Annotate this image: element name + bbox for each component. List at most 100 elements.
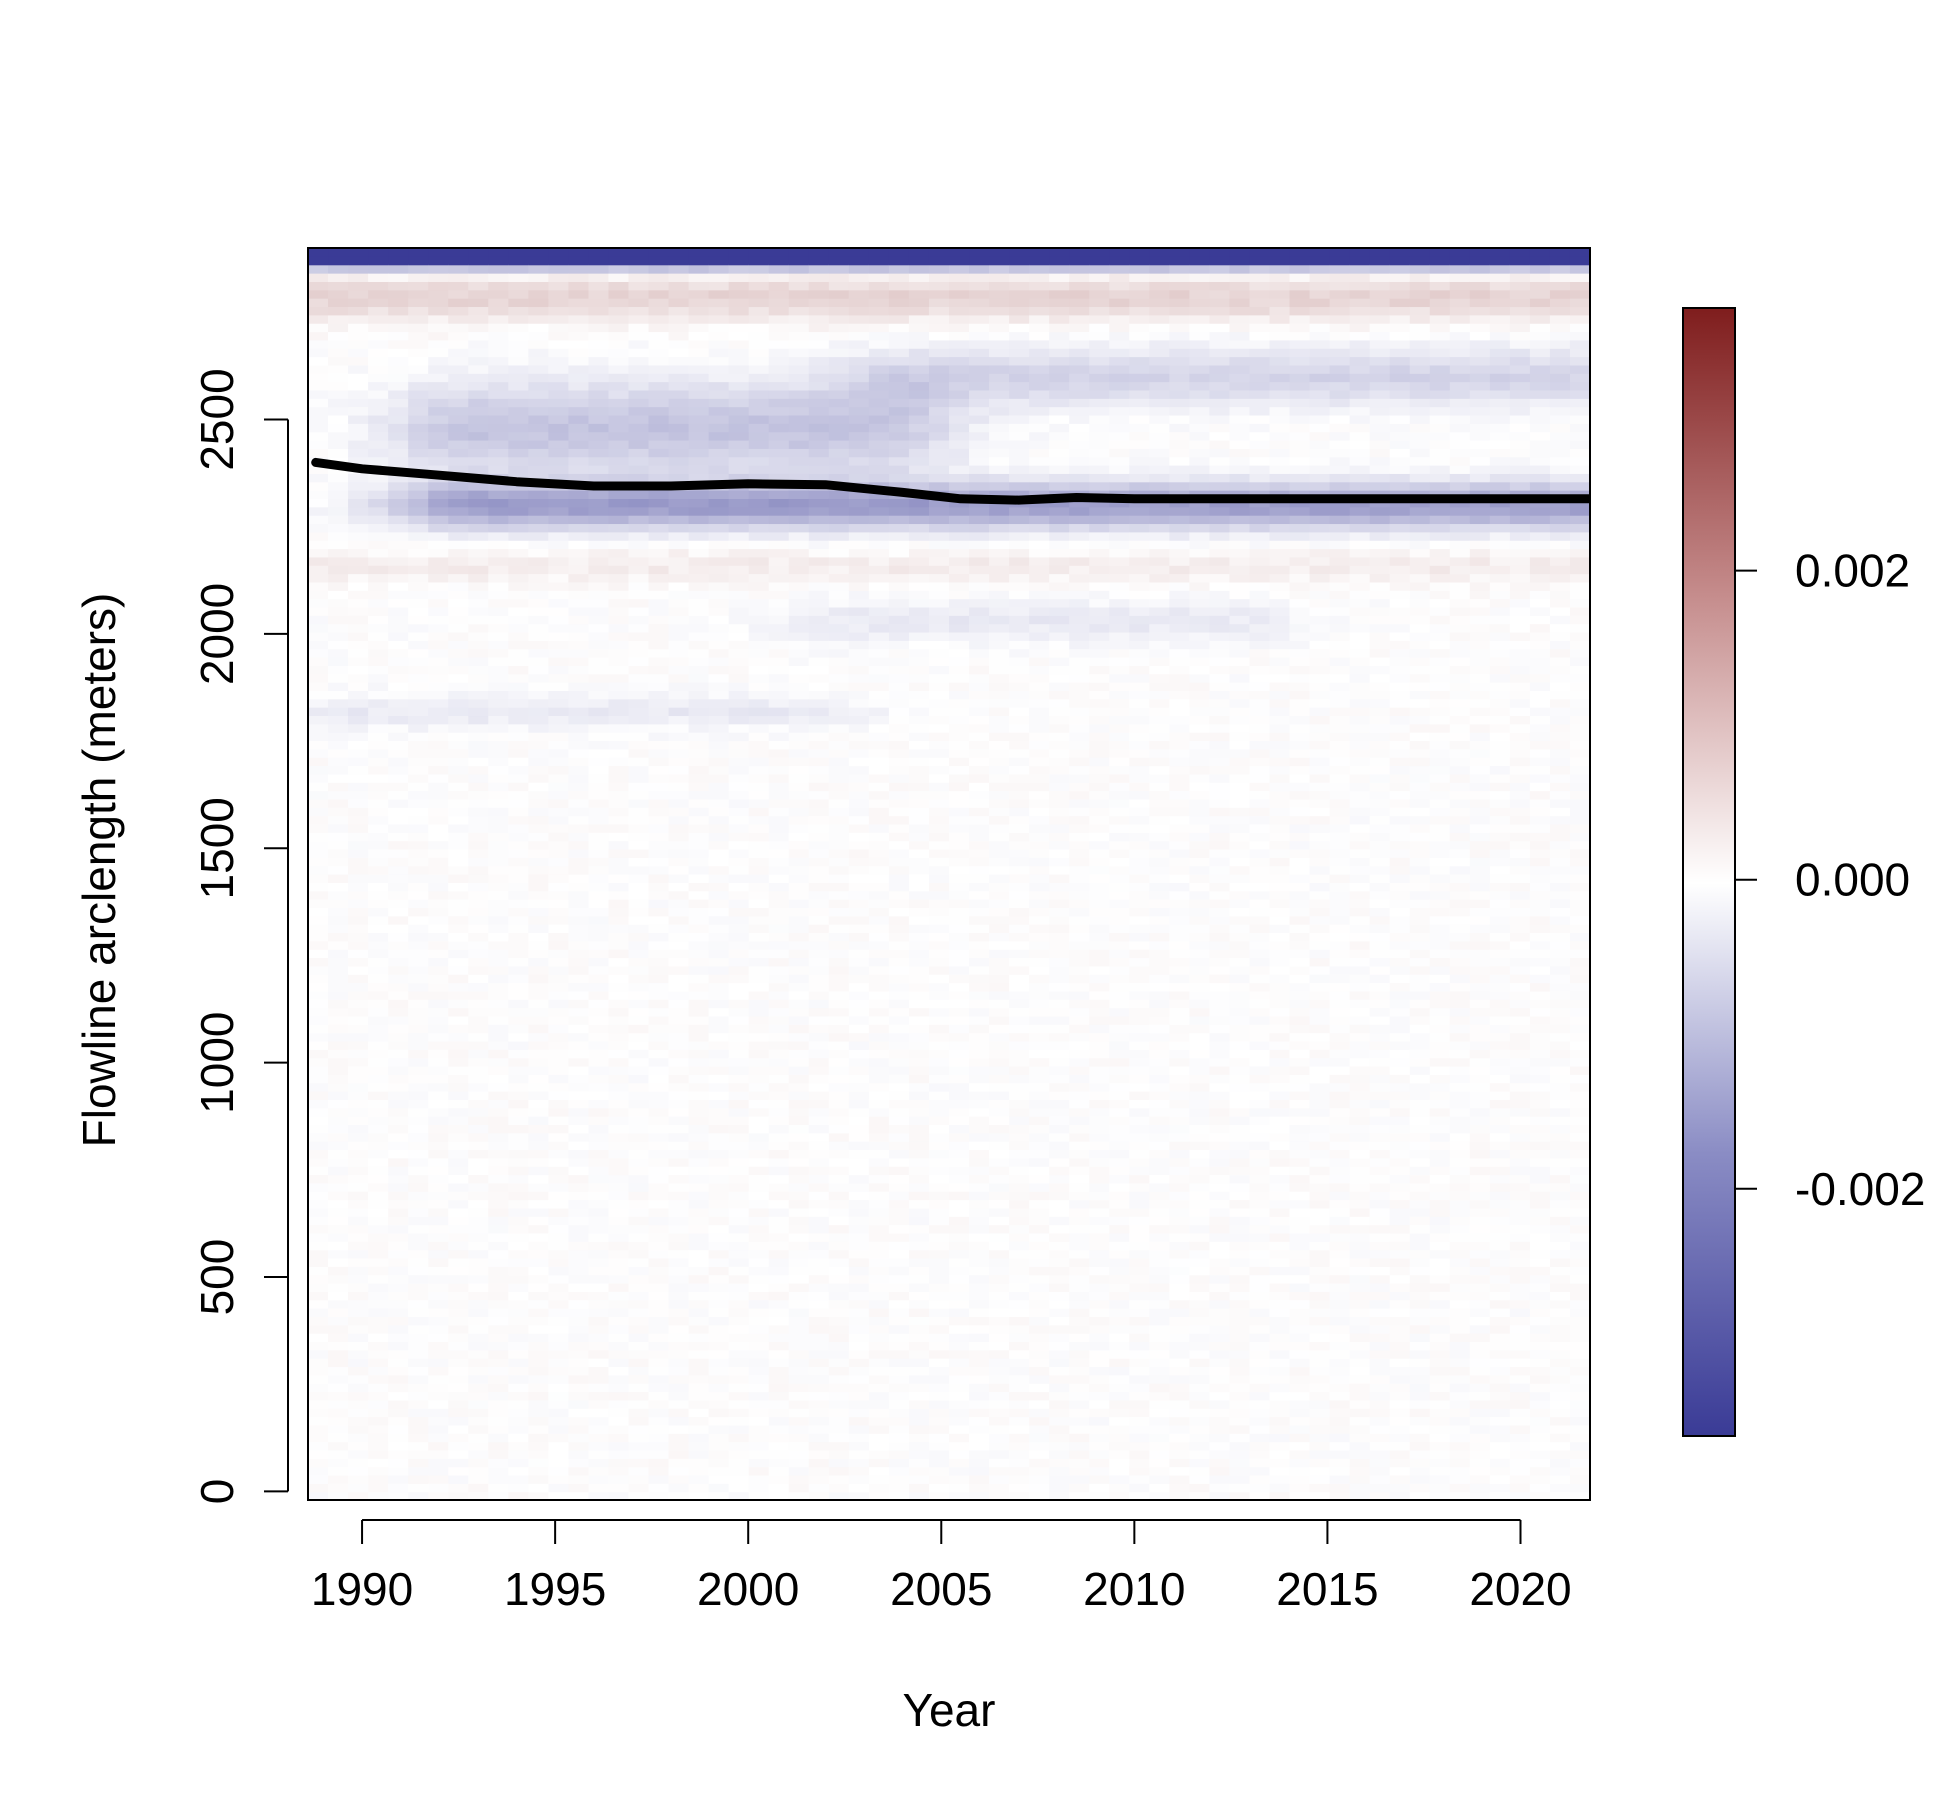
heatmap-cell [628,782,650,792]
heatmap-cell [969,1349,990,1359]
heatmap-cell [408,782,429,792]
heatmap-cell [928,915,950,925]
heatmap-cell [808,364,830,374]
heatmap-cell [949,1032,970,1042]
heatmap-cell [688,1232,710,1242]
heatmap-cell [908,573,930,583]
heatmap-cell [388,1374,409,1384]
heatmap-cell [628,1349,650,1359]
heatmap-cell [368,548,389,558]
heatmap-cell [748,748,770,758]
heatmap-cell [688,1091,710,1100]
heatmap-cell [708,965,730,975]
heatmap-cell [708,732,730,742]
heatmap-cell [428,1024,449,1034]
heatmap-cell [708,907,730,917]
heatmap-cell [528,1383,549,1393]
heatmap-cell [908,1132,930,1142]
heatmap-cell [949,723,970,733]
heatmap-cell [308,915,329,925]
heatmap-cell [588,1040,610,1050]
heatmap-cell [628,423,650,433]
heatmap-cell [949,339,970,349]
heatmap-cell [788,1107,810,1117]
heatmap-cell [328,673,349,683]
heatmap-cell [949,698,970,708]
heatmap-cell [868,1249,890,1259]
heatmap-cell [468,623,489,633]
heatmap-cell [728,548,750,558]
heatmap-cell [908,306,930,316]
heatmap-cell [448,1141,469,1151]
heatmap-cell [728,673,750,683]
heatmap-cell [368,1232,389,1242]
heatmap-cell [748,1124,770,1134]
heatmap-cell [908,690,930,700]
heatmap-cell [348,807,369,817]
heatmap-cell [888,832,910,842]
heatmap-cell [949,1458,970,1468]
heatmap-cell [628,623,650,633]
heatmap-cell [308,1149,329,1159]
heatmap-cell [688,1458,710,1468]
heatmap-cell [328,640,349,650]
heatmap-cell [528,1491,549,1500]
heatmap-cell [548,1282,569,1292]
heatmap-cell [888,1408,910,1418]
heatmap-cell [388,389,409,399]
heatmap-cell [308,765,329,775]
heatmap-cell [528,1483,549,1493]
heatmap-cell [808,590,830,600]
heatmap-cell [648,1040,670,1050]
heatmap-cell [368,673,389,683]
heatmap-cell [588,932,610,942]
heatmap-cell [888,890,910,900]
heatmap-cell [308,465,329,474]
heatmap-cell [928,264,950,274]
heatmap-cell [728,598,750,608]
heatmap-cell [788,431,810,441]
heatmap-cell [688,1141,710,1151]
heatmap-cell [608,373,630,383]
heatmap-cell [448,757,469,767]
heatmap-cell [668,448,690,458]
heatmap-cell [508,707,529,717]
heatmap-cell [308,1241,329,1251]
heatmap-cell [388,248,409,257]
heatmap-cell [328,264,349,274]
heatmap-cell [348,406,369,416]
heatmap-cell [848,598,870,608]
heatmap-cell [668,715,690,725]
heatmap-cell [308,1282,329,1292]
heatmap-cell [608,456,630,466]
heatmap-cell [808,306,830,316]
heatmap-cell [728,965,750,975]
heatmap-cell [808,1441,830,1451]
heatmap-cell [608,1116,630,1125]
heatmap-cell [768,1166,790,1176]
heatmap-cell [308,423,329,433]
heatmap-cell [588,1374,610,1384]
heatmap-cell [648,1316,670,1326]
heatmap-cell [548,1458,569,1468]
heatmap-cell [328,965,349,975]
heatmap-cell [308,823,329,833]
heatmap-cell [628,807,650,817]
heatmap-cell [348,1216,369,1226]
heatmap-cell [308,1232,329,1242]
heatmap-cell [368,790,389,800]
heatmap-cell [308,281,329,291]
heatmap-cell [908,782,930,792]
heatmap-cell [768,323,790,333]
heatmap-cell [908,890,930,900]
heatmap-cell [668,840,690,850]
heatmap-cell [428,1333,449,1343]
heatmap-cell [388,423,409,433]
heatmap-cell [368,1474,389,1484]
heatmap-cell [949,356,970,366]
heatmap-cell [788,640,810,650]
heatmap-cell [408,540,429,550]
heatmap-cell [448,940,469,950]
heatmap-cell [568,1483,590,1493]
heatmap-cell [548,807,569,817]
